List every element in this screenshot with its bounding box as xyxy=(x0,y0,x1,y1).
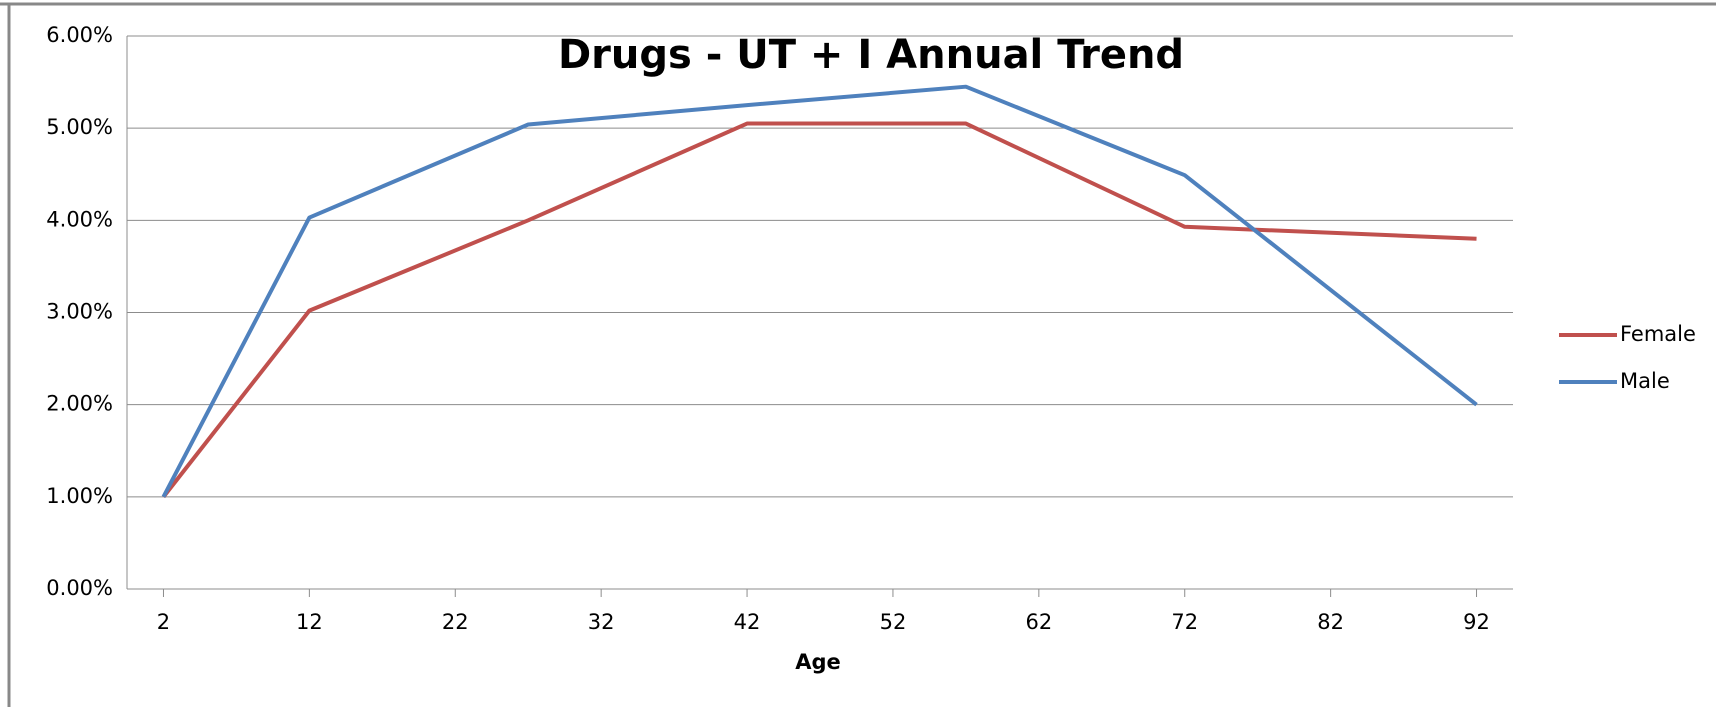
x-tick-label: 42 xyxy=(734,610,761,634)
chart-title: Drugs - UT + I Annual Trend xyxy=(558,32,1184,78)
x-tick-label: 72 xyxy=(1171,610,1198,634)
x-axis-title: Age xyxy=(795,650,841,674)
y-tick-label: 4.00% xyxy=(46,207,113,231)
x-tick-label: 52 xyxy=(880,610,907,634)
y-tick-label: 5.00% xyxy=(46,115,113,139)
y-tick-label: 3.00% xyxy=(46,300,113,324)
line-series xyxy=(161,84,1478,498)
x-tick-label: 32 xyxy=(588,610,615,634)
y-tick-label: 2.00% xyxy=(46,392,113,416)
legend-label: Male xyxy=(1620,369,1670,393)
x-tick-label: 2 xyxy=(157,610,170,634)
x-tick-label: 12 xyxy=(296,610,323,634)
y-tick-label: 1.00% xyxy=(46,484,113,508)
x-tick-label: 82 xyxy=(1317,610,1344,634)
line-series xyxy=(161,121,1477,499)
y-tick-label: 6.00% xyxy=(46,23,113,47)
x-tick-label: 22 xyxy=(442,610,469,634)
x-tick-label: 62 xyxy=(1025,610,1052,634)
legend-label: Female xyxy=(1620,322,1696,346)
x-tick-label: 92 xyxy=(1463,610,1490,634)
y-tick-label: 0.00% xyxy=(46,576,113,600)
